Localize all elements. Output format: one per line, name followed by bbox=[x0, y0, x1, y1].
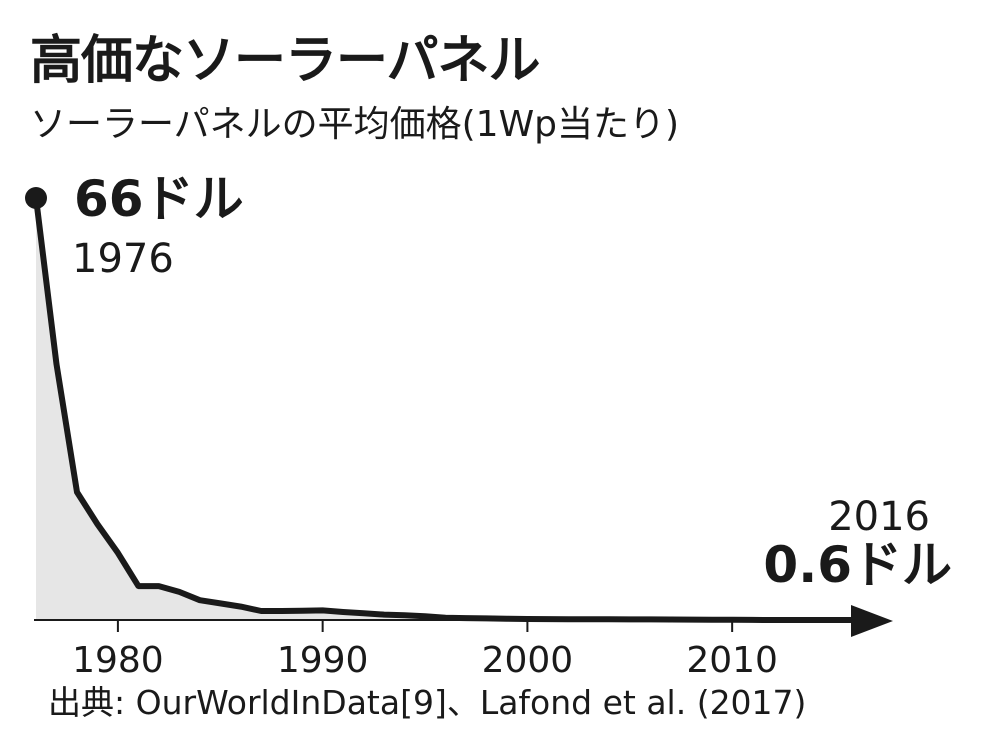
x-tick-label: 1990 bbox=[277, 640, 369, 681]
x-tick-label: 2010 bbox=[686, 640, 778, 681]
start-year-label: 1976 bbox=[72, 236, 174, 282]
chart-title: 高価なソーラーパネル bbox=[30, 31, 540, 91]
x-tick-label: 1980 bbox=[72, 640, 164, 681]
x-axis-arrowhead bbox=[851, 604, 893, 637]
start-value-label: 66ドル bbox=[74, 170, 244, 228]
end-value-label: 0.6ドル bbox=[763, 536, 952, 594]
price-line bbox=[33, 195, 858, 623]
start-point-marker bbox=[25, 187, 47, 209]
source-note: 出典: OurWorldInData[9]、Lafond et al. (201… bbox=[48, 683, 807, 722]
chart-subtitle: ソーラーパネルの平均価格(1Wp当たり) bbox=[30, 104, 680, 145]
x-tick-label: 2000 bbox=[482, 640, 574, 681]
end-year-label: 2016 bbox=[828, 494, 930, 540]
x-axis-ticks: 1980 1990 2000 2010 bbox=[72, 620, 778, 681]
area-fill bbox=[36, 198, 855, 620]
